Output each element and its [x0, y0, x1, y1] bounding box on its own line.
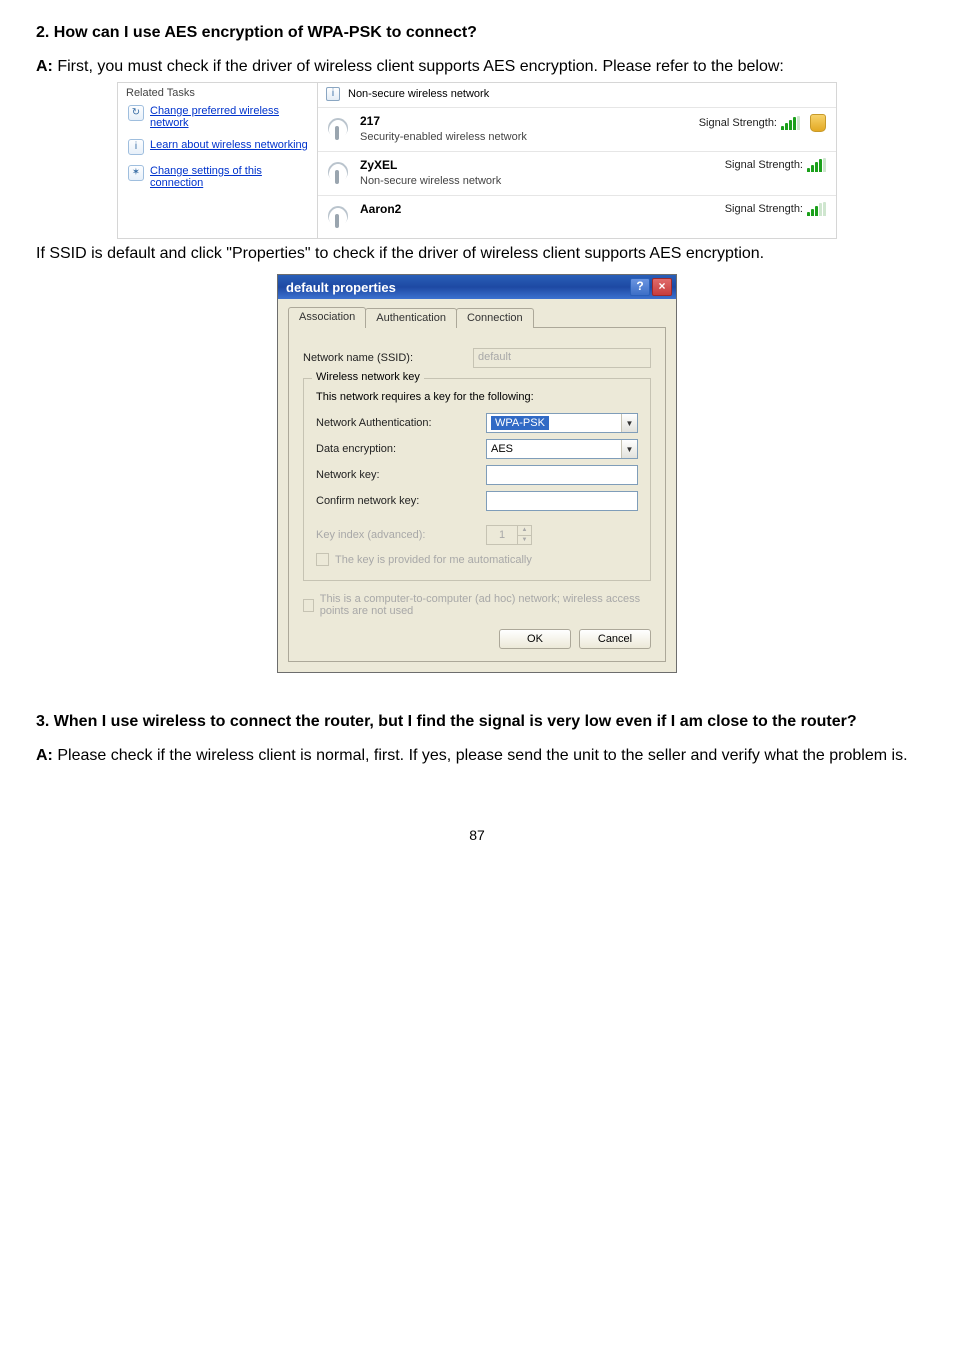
wireless-list-screenshot: Related Tasks ↻ Change preferred wireles… [117, 82, 837, 239]
q3-answer: A: Please check if the wireless client i… [36, 745, 918, 767]
row-ssid: Network name (SSID): default [303, 348, 651, 368]
signal-strength: Signal Strength: [676, 202, 826, 216]
network-list-panel: i Non-secure wireless network 217 Securi… [317, 82, 837, 239]
confirm-label: Confirm network key: [316, 495, 476, 507]
network-row-aaron2[interactable]: Aaron2 Signal Strength: [318, 196, 836, 238]
index-label: Key index (advanced): [316, 529, 476, 541]
key-input[interactable] [486, 465, 638, 485]
tab-association[interactable]: Association [288, 307, 366, 328]
tab-authentication[interactable]: Authentication [365, 308, 457, 328]
signal-bars-icon [807, 158, 826, 172]
nonsecure-header: i Non-secure wireless network [318, 83, 836, 108]
network-main: ZyXEL Non-secure wireless network [360, 158, 666, 187]
q3-title: 3. When I use wireless to connect the ro… [36, 713, 918, 731]
auth-value: WPA-PSK [491, 416, 549, 430]
dialog-body: Association Authentication Connection Ne… [278, 299, 676, 672]
close-button[interactable]: × [652, 278, 672, 296]
chevron-down-icon: ▼ [621, 414, 637, 432]
task-change-preferred-link[interactable]: Change preferred wireless network [150, 105, 309, 129]
network-row-zyxel[interactable]: ZyXEL Non-secure wireless network Signal… [318, 152, 836, 196]
row-key: Network key: [316, 465, 638, 485]
task-change-preferred[interactable]: ↻ Change preferred wireless network [128, 105, 309, 129]
auth-select[interactable]: WPA-PSK ▼ [486, 413, 638, 433]
auth-label: Network Authentication: [316, 417, 476, 429]
row-auth: Network Authentication: WPA-PSK ▼ [316, 413, 638, 433]
spinner-arrows-icon: ▲▼ [517, 526, 531, 544]
antenna-icon [324, 160, 350, 186]
q2-title: 2. How can I use AES encryption of WPA-P… [36, 24, 918, 42]
row-enc: Data encryption: AES ▼ [316, 439, 638, 459]
ssid-input[interactable]: default [473, 348, 651, 368]
sparkle-icon: ✶ [128, 165, 144, 181]
task-change-settings[interactable]: ✶ Change settings of this connection [128, 165, 309, 189]
default-properties-dialog: default properties ? × Association Authe… [277, 274, 677, 673]
nonsecure-header-text: Non-secure wireless network [348, 88, 489, 100]
antenna-icon [324, 204, 350, 230]
enc-label: Data encryption: [316, 443, 476, 455]
checkbox-icon [303, 599, 314, 612]
network-name: 217 [360, 114, 666, 128]
chk-adhoc: This is a computer-to-computer (ad hoc) … [303, 593, 651, 617]
info-icon: i [128, 139, 144, 155]
tab-connection[interactable]: Connection [456, 308, 534, 328]
shield-icon [810, 114, 826, 132]
chk-adhoc-label: This is a computer-to-computer (ad hoc) … [320, 593, 651, 617]
dialog-title: default properties [286, 280, 396, 295]
enc-select[interactable]: AES ▼ [486, 439, 638, 459]
related-tasks-panel: Related Tasks ↻ Change preferred wireles… [117, 82, 317, 239]
signal-label: Signal Strength: [699, 117, 777, 129]
association-panel: Network name (SSID): default Wireless ne… [288, 327, 666, 662]
info-icon: i [326, 87, 340, 101]
task-learn-link[interactable]: Learn about wireless networking [150, 139, 308, 151]
ok-button[interactable]: OK [499, 629, 571, 649]
wireless-key-group: Wireless network key This network requir… [303, 378, 651, 581]
cancel-button[interactable]: Cancel [579, 629, 651, 649]
enc-value: AES [491, 443, 513, 455]
key-label: Network key: [316, 469, 476, 481]
signal-strength: Signal Strength: [676, 114, 826, 132]
q3-a-prefix: A: [36, 747, 53, 764]
chk-auto-key: The key is provided for me automatically [316, 553, 638, 566]
page-number: 87 [36, 827, 918, 843]
q2-answer: A: First, you must check if the driver o… [36, 56, 918, 78]
index-spinner: 1 ▲▼ [486, 525, 532, 545]
refresh-icon: ↻ [128, 105, 144, 121]
network-sub: Security-enabled wireless network [360, 131, 666, 143]
network-name: Aaron2 [360, 202, 666, 216]
group-legend: Wireless network key [312, 371, 424, 383]
dialog-buttons: OK Cancel [303, 629, 651, 649]
signal-bars-icon [807, 202, 826, 216]
network-main: 217 Security-enabled wireless network [360, 114, 666, 143]
antenna-icon [324, 116, 350, 142]
network-name: ZyXEL [360, 158, 666, 172]
checkbox-icon [316, 553, 329, 566]
group-subtext: This network requires a key for the foll… [316, 391, 638, 403]
signal-bars-icon [781, 116, 800, 130]
dialog-titlebar: default properties ? × [278, 275, 676, 299]
signal-strength: Signal Strength: [676, 158, 826, 172]
mid-paragraph: If SSID is default and click "Properties… [36, 243, 918, 265]
q2-a-text: First, you must check if the driver of w… [53, 58, 784, 75]
row-confirm: Confirm network key: [316, 491, 638, 511]
help-button[interactable]: ? [630, 278, 650, 296]
ssid-label: Network name (SSID): [303, 352, 463, 364]
tabstrip: Association Authentication Connection [288, 307, 666, 328]
q3-a-text: Please check if the wireless client is n… [53, 747, 908, 764]
signal-label: Signal Strength: [725, 159, 803, 171]
signal-label: Signal Strength: [725, 203, 803, 215]
network-row-217[interactable]: 217 Security-enabled wireless network Si… [318, 108, 836, 152]
confirm-input[interactable] [486, 491, 638, 511]
q2-a-prefix: A: [36, 58, 53, 75]
index-value: 1 [487, 526, 517, 544]
related-tasks-title: Related Tasks [126, 87, 309, 99]
task-learn[interactable]: i Learn about wireless networking [128, 139, 309, 155]
task-change-settings-link[interactable]: Change settings of this connection [150, 165, 309, 189]
row-index: Key index (advanced): 1 ▲▼ [316, 525, 638, 545]
network-main: Aaron2 [360, 202, 666, 219]
chevron-down-icon: ▼ [621, 440, 637, 458]
network-sub: Non-secure wireless network [360, 175, 666, 187]
chk-auto-label: The key is provided for me automatically [335, 554, 532, 566]
